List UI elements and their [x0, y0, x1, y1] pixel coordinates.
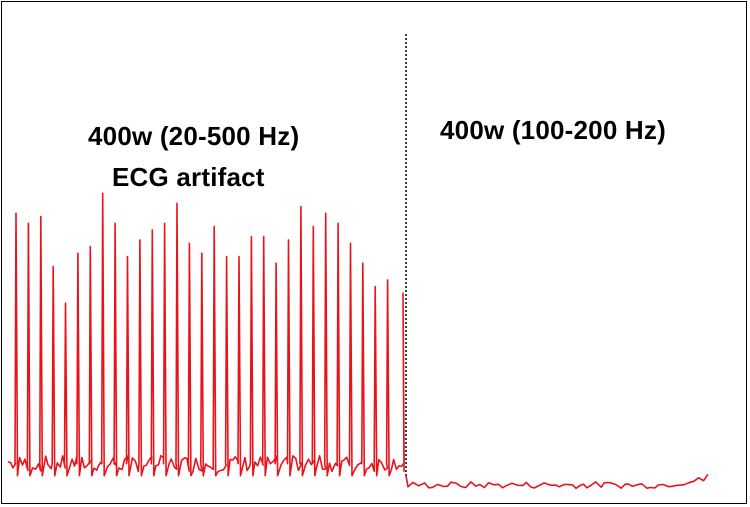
left-annotation-subtitle: ECG artifact: [112, 162, 265, 192]
filtered-trace: [405, 473, 709, 490]
ecg-artifact-trace: [7, 192, 405, 477]
left-annotation-title: 400w (20-500 Hz): [88, 121, 300, 151]
right-annotation-title: 400w (100-200 Hz): [440, 115, 666, 145]
